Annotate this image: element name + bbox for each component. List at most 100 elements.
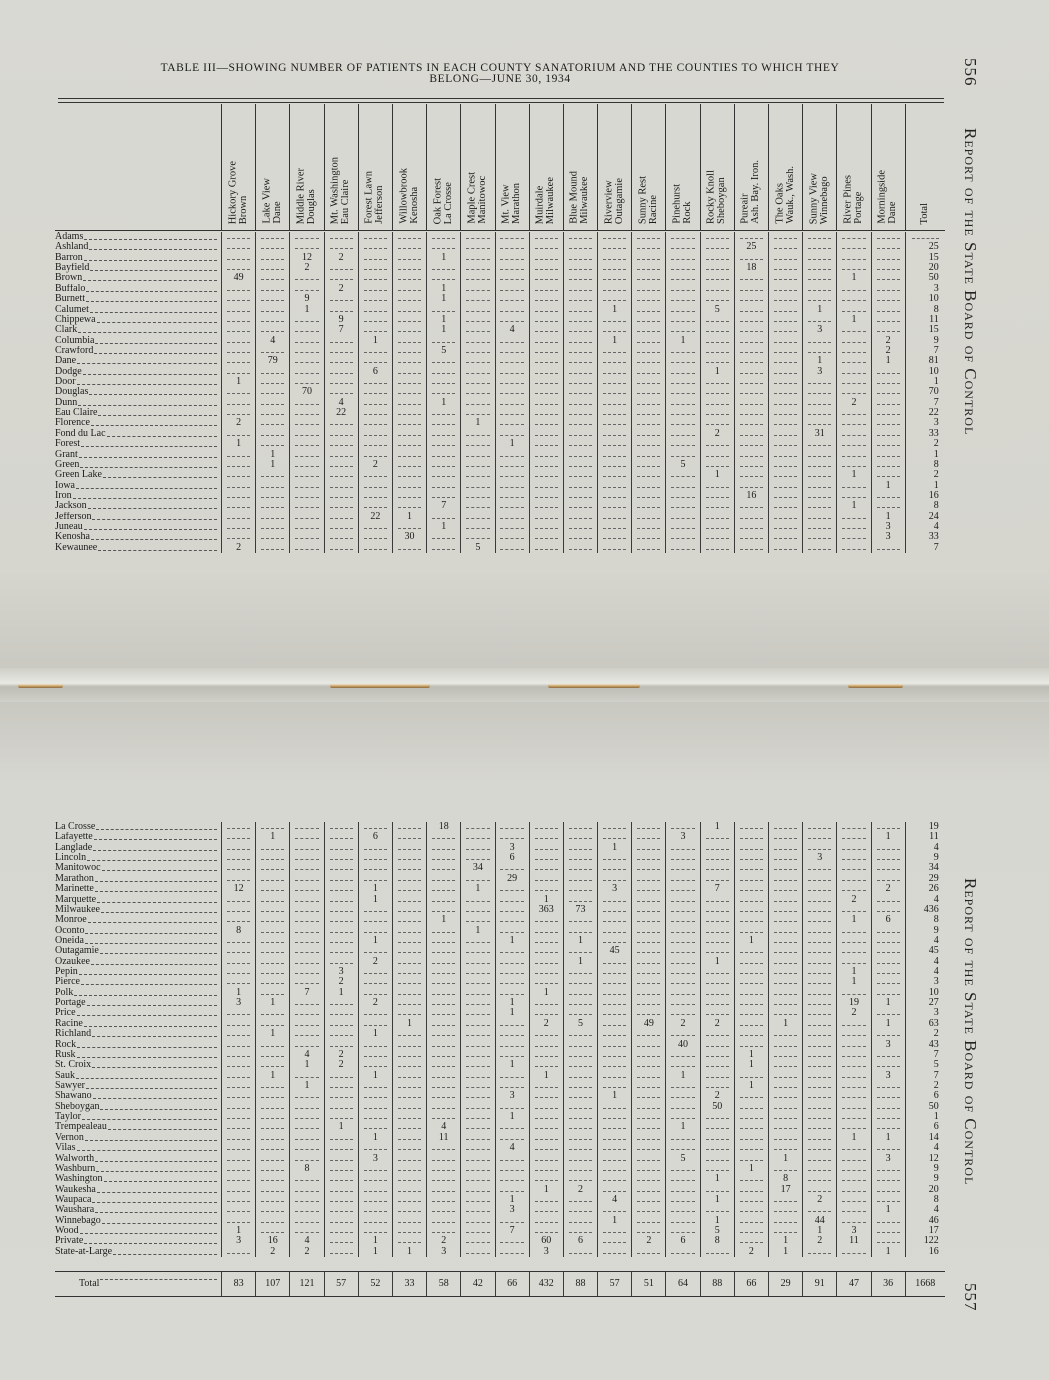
table-cell	[221, 1246, 255, 1258]
empty-dash	[671, 455, 695, 457]
table-cell	[289, 542, 323, 554]
table-cell: 1	[802, 1225, 836, 1237]
empty-dash	[739, 1242, 764, 1244]
table-cell	[699, 1143, 734, 1154]
table-cell	[289, 522, 323, 533]
empty-dash	[534, 465, 558, 467]
table-cell: 1	[870, 1204, 905, 1216]
table-cell	[494, 335, 529, 346]
table-cell	[528, 470, 563, 481]
table-cell	[631, 387, 665, 398]
empty-dash	[637, 1211, 661, 1213]
table-cell	[870, 325, 905, 336]
empty-dash	[534, 1128, 558, 1130]
empty-dash	[808, 828, 832, 829]
table-cell	[699, 946, 734, 957]
empty-dash	[637, 465, 661, 467]
running-head-bottom: Report of the State Board of Control	[961, 878, 980, 1186]
empty-dash	[705, 496, 729, 498]
table-cell: 2	[836, 894, 870, 905]
empty-dash	[773, 900, 798, 902]
table-cell	[289, 1174, 323, 1185]
empty-dash	[773, 921, 798, 923]
empty-dash	[466, 1004, 490, 1006]
table-cell	[494, 977, 529, 988]
table-cell	[562, 946, 597, 957]
empty-dash	[500, 424, 524, 426]
empty-dash	[739, 331, 764, 333]
empty-dash	[808, 403, 832, 405]
empty-dash	[329, 351, 353, 353]
table-cell	[870, 873, 905, 885]
column-header: Forest Lawn Jefferson	[357, 104, 392, 230]
empty-dash	[739, 548, 764, 550]
table-cell	[221, 232, 255, 243]
table-cell	[528, 1060, 563, 1071]
empty-dash	[466, 1066, 490, 1068]
table-cell	[255, 925, 289, 936]
empty-dash	[363, 1221, 387, 1223]
table-cell	[836, 935, 870, 947]
empty-dash	[261, 1097, 285, 1099]
empty-dash	[603, 1004, 627, 1006]
table-cell	[255, 1091, 289, 1102]
empty-dash	[671, 1107, 695, 1109]
table-cell	[494, 1070, 529, 1081]
empty-dash	[671, 931, 695, 933]
column-header: Lake View Dane	[255, 104, 289, 230]
table-cell	[768, 998, 802, 1009]
table-cell	[836, 335, 870, 346]
empty-dash	[329, 517, 353, 519]
leader-dots	[84, 1133, 217, 1141]
empty-dash	[842, 248, 866, 250]
empty-dash	[568, 973, 593, 975]
table-cell	[460, 1112, 494, 1123]
table-cell	[391, 439, 426, 450]
table-cell	[733, 842, 768, 854]
table-cell: 363	[528, 904, 563, 916]
table-cell	[255, 915, 289, 926]
leader-dots	[83, 522, 217, 531]
empty-dash	[808, 1169, 832, 1171]
table-cell	[391, 542, 426, 554]
county-name: Racine	[55, 1018, 83, 1029]
table-cell	[221, 263, 255, 274]
table-cell	[391, 294, 426, 305]
row-total: 9	[904, 1163, 945, 1175]
empty-dash	[261, 258, 285, 260]
table-cell	[255, 1215, 289, 1227]
table-cell	[221, 511, 255, 523]
empty-dash	[637, 1232, 661, 1234]
row-total: 2	[904, 1080, 945, 1092]
table-cell	[836, 232, 870, 243]
empty-dash	[568, 507, 593, 509]
empty-dash	[534, 496, 558, 498]
empty-dash	[329, 393, 353, 395]
empty-dash	[808, 931, 832, 933]
empty-dash	[671, 1180, 695, 1182]
empty-dash	[397, 921, 422, 923]
empty-dash	[842, 445, 866, 447]
table-cell	[733, 501, 768, 512]
empty-dash	[808, 1035, 832, 1037]
table-cell	[494, 967, 529, 978]
empty-dash	[432, 434, 456, 436]
table-cell: 50	[699, 1101, 734, 1113]
table-cell	[870, 1226, 905, 1237]
table-cell	[562, 490, 597, 502]
empty-dash	[397, 310, 422, 312]
empty-dash	[876, 548, 900, 550]
empty-dash	[226, 414, 251, 416]
row-total: 4	[904, 956, 945, 968]
table-cell	[597, 925, 631, 936]
empty-dash	[739, 507, 764, 509]
table-cell	[289, 946, 323, 957]
empty-dash	[432, 931, 456, 933]
empty-dash	[261, 372, 285, 374]
table-cell	[289, 532, 323, 543]
table-cell	[460, 894, 494, 905]
county-name: Chippewa	[55, 314, 96, 325]
county-name: Sawyer	[55, 1080, 85, 1091]
empty-dash	[363, 351, 387, 353]
empty-dash	[773, 828, 798, 829]
